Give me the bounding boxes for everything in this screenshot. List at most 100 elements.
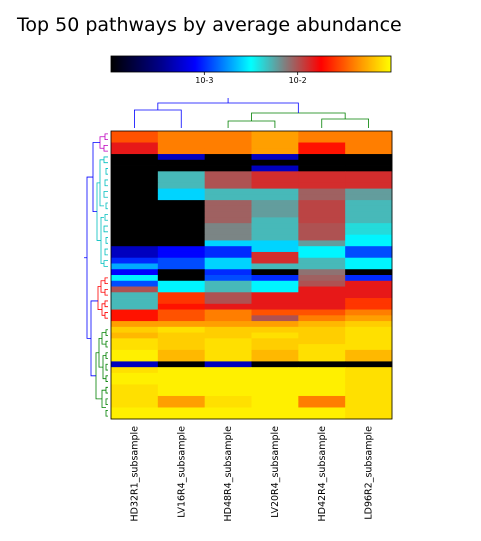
heatmap-cell — [345, 413, 393, 420]
heatmap-cell — [157, 136, 206, 143]
heatmap-cell — [251, 407, 299, 414]
heatmap-cell — [251, 194, 299, 201]
heatmap-cell — [345, 309, 393, 316]
heatmap-cell — [345, 240, 393, 247]
heatmap-cell — [345, 384, 393, 391]
heatmap-cell — [298, 136, 346, 143]
dendrogram-link — [105, 329, 108, 336]
heatmap-cell — [345, 326, 393, 333]
heatmap-cell — [204, 251, 252, 259]
heatmap-cell — [345, 171, 393, 178]
heatmap-cell — [204, 367, 252, 374]
heatmap-cell — [251, 401, 299, 408]
heatmap-cell — [251, 384, 299, 391]
heatmap-cell — [111, 378, 159, 385]
heatmap-cell — [251, 344, 299, 351]
heatmap-cell — [204, 407, 252, 414]
heatmap-cell — [111, 407, 159, 414]
heatmap-cell — [298, 177, 346, 184]
heatmap-cell — [204, 286, 252, 293]
dendrogram-link — [105, 340, 108, 348]
heatmap-cell — [111, 211, 159, 218]
heatmap-cell — [204, 384, 252, 391]
heatmap-cell — [251, 234, 299, 241]
heatmap-cell — [204, 315, 252, 322]
heatmap-cell — [298, 378, 346, 385]
heatmap-cell — [157, 188, 206, 195]
column-label: LV16R4_subsample — [176, 426, 187, 518]
heatmap-cell — [345, 395, 393, 403]
heatmap-cell — [111, 384, 159, 391]
heatmap-cell — [298, 251, 346, 259]
colorbar-gradient — [110, 55, 392, 73]
heatmap-cell — [345, 165, 393, 172]
heatmap-cell — [251, 251, 299, 259]
heatmap-cell — [157, 395, 206, 403]
dendrogram-link — [103, 156, 108, 164]
heatmap-cell — [204, 200, 252, 207]
heatmap-cell — [345, 344, 393, 351]
heatmap-cell — [251, 395, 299, 403]
dendrogram-link — [105, 202, 108, 210]
heatmap-cell — [204, 154, 252, 161]
dendrogram-link — [103, 145, 108, 152]
heatmap-cell — [111, 136, 159, 143]
heatmap-cell — [251, 338, 299, 345]
dendrogram-link — [105, 168, 108, 175]
heatmap-cell — [204, 309, 252, 316]
heatmap-cell — [251, 280, 299, 287]
dendrogram-link — [97, 286, 102, 310]
heatmap-cell — [111, 303, 159, 310]
heatmap-cell — [204, 165, 252, 172]
heatmap-cell — [157, 390, 206, 397]
heatmap-cell — [204, 131, 252, 138]
heatmap-cell — [298, 292, 346, 299]
heatmap-cell — [157, 205, 206, 213]
heatmap-cell — [298, 257, 346, 264]
dendrogram-link — [251, 112, 346, 121]
heatmap-cell — [251, 171, 299, 178]
heatmap-cell — [345, 298, 393, 305]
dendrogram-link — [104, 300, 108, 308]
heatmap-cell — [251, 142, 299, 149]
column-label: LD96R2_subsample — [364, 426, 375, 520]
heatmap-cell — [345, 269, 393, 276]
heatmap-cell — [157, 309, 206, 316]
heatmap-cell — [345, 246, 393, 253]
heatmap-cell — [157, 217, 206, 224]
dendrogram-link — [134, 109, 182, 128]
heatmap-cell — [111, 275, 159, 282]
heatmap-cell — [111, 165, 159, 172]
heatmap-cell — [157, 182, 206, 189]
heatmap-cell — [157, 367, 206, 374]
heatmap-cell — [157, 338, 206, 345]
heatmap-cell — [111, 326, 159, 333]
heatmap-cell — [111, 234, 159, 241]
heatmap-cell — [111, 205, 159, 213]
heatmap-cell — [345, 234, 393, 241]
dendrogram-link — [105, 375, 108, 382]
heatmap-cell — [345, 407, 393, 414]
heatmap-cell — [345, 228, 393, 236]
heatmap-cell — [157, 372, 206, 380]
heatmap-cell — [345, 217, 393, 224]
heatmap-cell — [298, 401, 346, 408]
heatmap-cell — [204, 171, 252, 178]
dendrogram-link — [227, 120, 276, 128]
heatmap-cell — [157, 223, 206, 230]
heatmap-cell — [157, 257, 206, 264]
heatmap-cell — [298, 303, 346, 310]
heatmap-cell — [157, 251, 206, 259]
heatmap-cell — [298, 246, 346, 253]
heatmap-cell — [111, 154, 159, 161]
heatmap-cell — [204, 211, 252, 218]
heatmap-cell — [251, 321, 299, 328]
heatmap-cell — [345, 321, 393, 328]
heatmap-cell — [298, 367, 346, 374]
heatmap-cell — [157, 315, 206, 322]
heatmap-cell — [345, 361, 393, 368]
column-dendrogram — [134, 98, 369, 128]
heatmap-cell — [345, 136, 393, 143]
heatmap-cell — [345, 292, 393, 299]
